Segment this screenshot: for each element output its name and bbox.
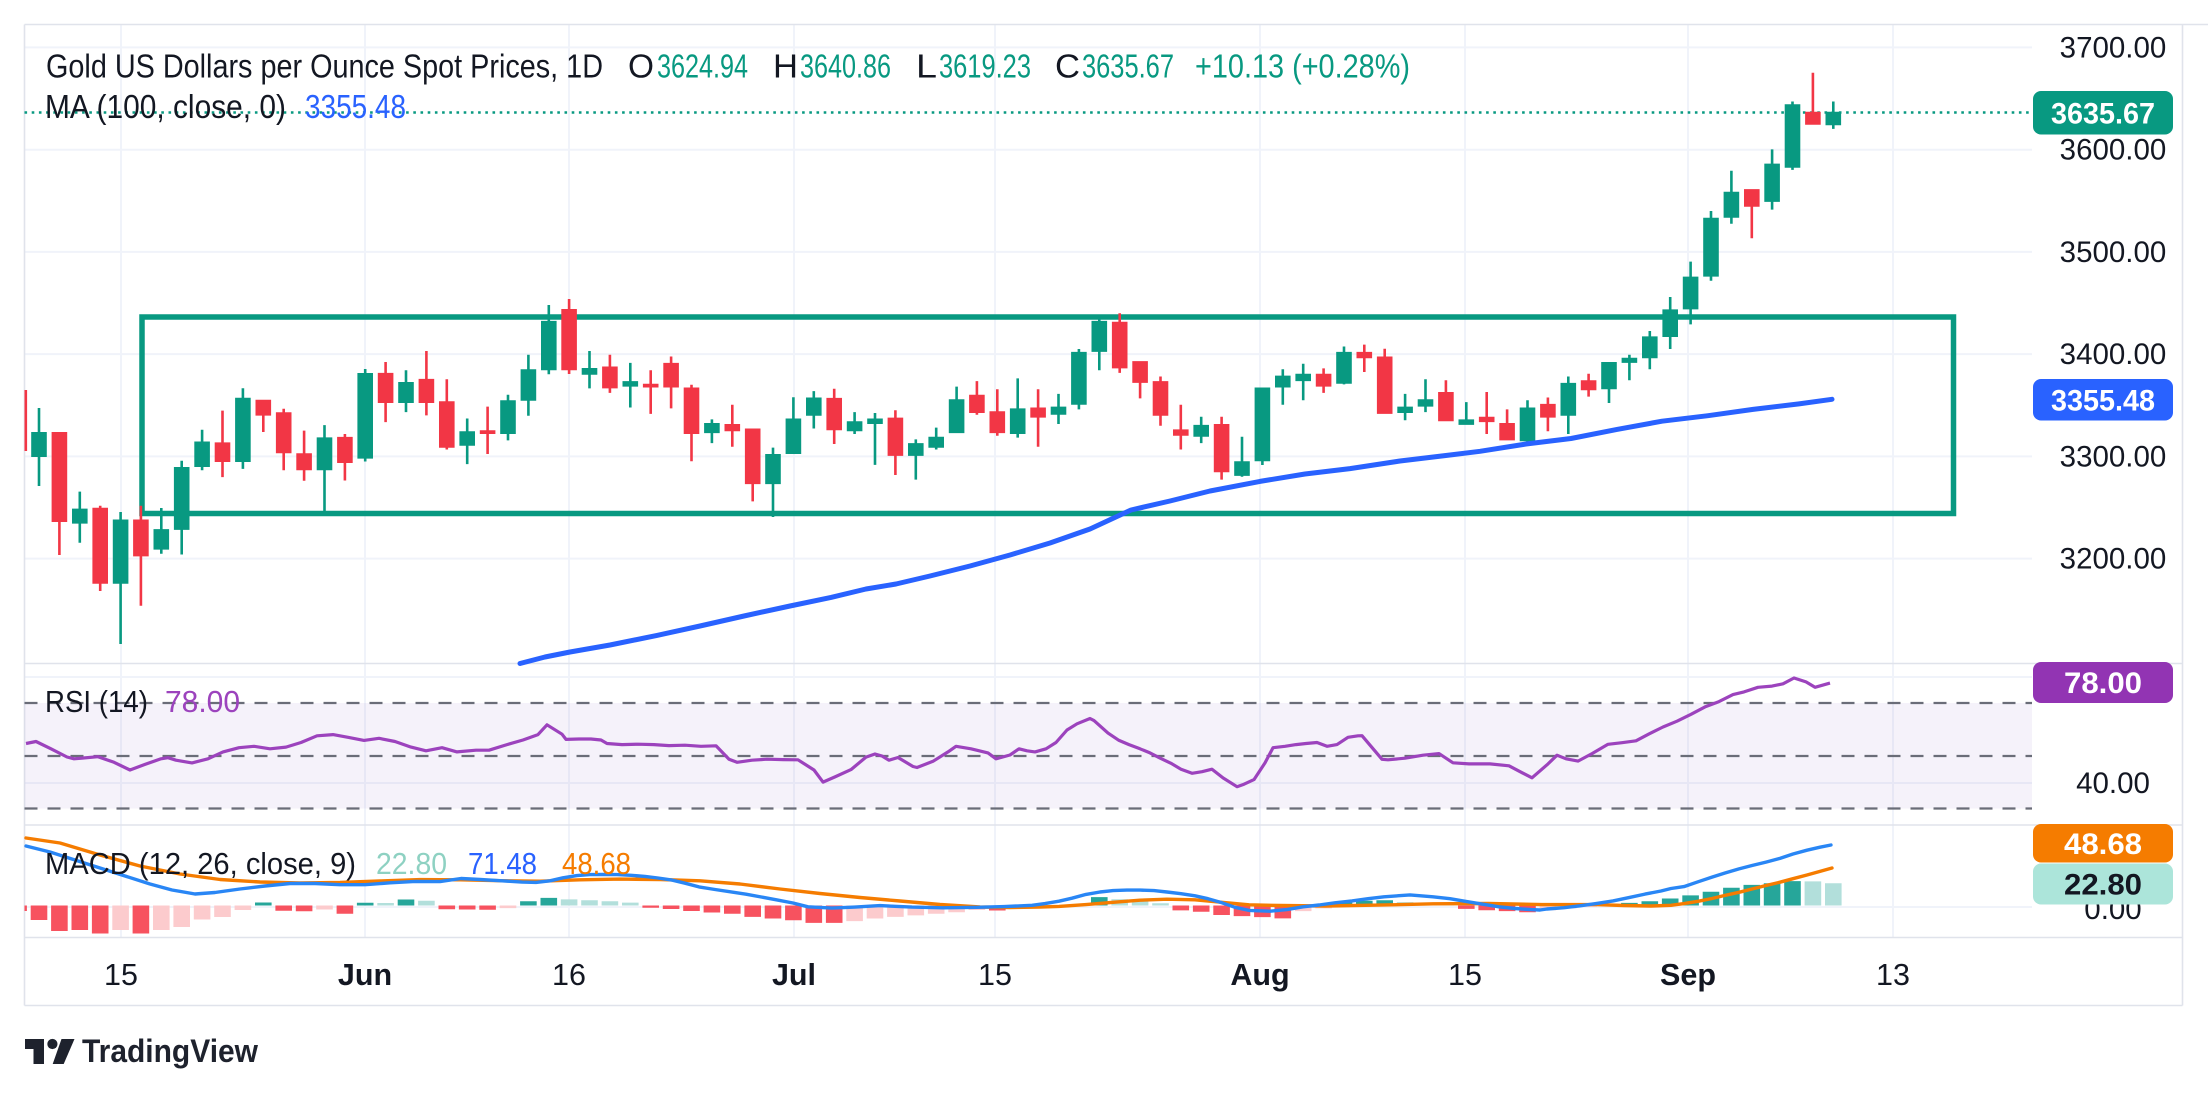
svg-text:3300.00: 3300.00 [2060, 440, 2167, 473]
svg-text:H: H [773, 49, 798, 86]
svg-text:O: O [628, 49, 654, 86]
svg-text:3355.48: 3355.48 [2051, 384, 2155, 417]
svg-text:22.80: 22.80 [376, 846, 447, 881]
svg-text:3624.94: 3624.94 [657, 49, 748, 86]
svg-text:3500.00: 3500.00 [2060, 236, 2167, 269]
svg-text:3640.86: 3640.86 [800, 49, 891, 86]
svg-text:Jun: Jun [338, 958, 392, 992]
svg-text:+10.13 (+0.28%): +10.13 (+0.28%) [1195, 49, 1410, 86]
svg-text:3619.23: 3619.23 [939, 49, 1031, 86]
svg-text:13: 13 [1876, 958, 1910, 992]
svg-text:48.68: 48.68 [562, 846, 631, 881]
svg-text:3200.00: 3200.00 [2060, 543, 2167, 576]
svg-text:3700.00: 3700.00 [2060, 31, 2167, 64]
svg-text:15: 15 [1448, 958, 1482, 992]
svg-text:22.80: 22.80 [2064, 869, 2142, 902]
svg-text:L: L [916, 49, 937, 86]
svg-text:Gold US Dollars per Ounce Spot: Gold US Dollars per Ounce Spot Prices, 1… [46, 49, 603, 86]
svg-text:48.68: 48.68 [2064, 828, 2142, 861]
svg-text:3355.48: 3355.48 [305, 89, 406, 126]
svg-text:71.48: 71.48 [468, 846, 537, 881]
svg-text:16: 16 [552, 958, 586, 992]
svg-text:MA (100, close, 0): MA (100, close, 0) [45, 89, 286, 126]
svg-text:RSI (14): RSI (14) [45, 684, 148, 719]
svg-text:15: 15 [978, 958, 1012, 992]
svg-text:C: C [1055, 49, 1080, 86]
svg-text:MACD (12, 26, close, 9): MACD (12, 26, close, 9) [45, 846, 356, 881]
svg-text:3400.00: 3400.00 [2060, 338, 2167, 371]
svg-text:40.00: 40.00 [2076, 767, 2150, 800]
svg-text:3600.00: 3600.00 [2060, 134, 2167, 167]
svg-text:78.00: 78.00 [2064, 667, 2142, 700]
svg-text:3635.67: 3635.67 [2051, 97, 2155, 130]
svg-text:78.00: 78.00 [165, 684, 240, 719]
svg-text:15: 15 [104, 958, 138, 992]
svg-text:Jul: Jul [772, 958, 816, 992]
svg-text:3635.67: 3635.67 [1082, 49, 1174, 86]
svg-text:TradingView: TradingView [82, 1033, 258, 1069]
svg-text:Sep: Sep [1660, 958, 1716, 992]
svg-text:Aug: Aug [1230, 958, 1289, 992]
